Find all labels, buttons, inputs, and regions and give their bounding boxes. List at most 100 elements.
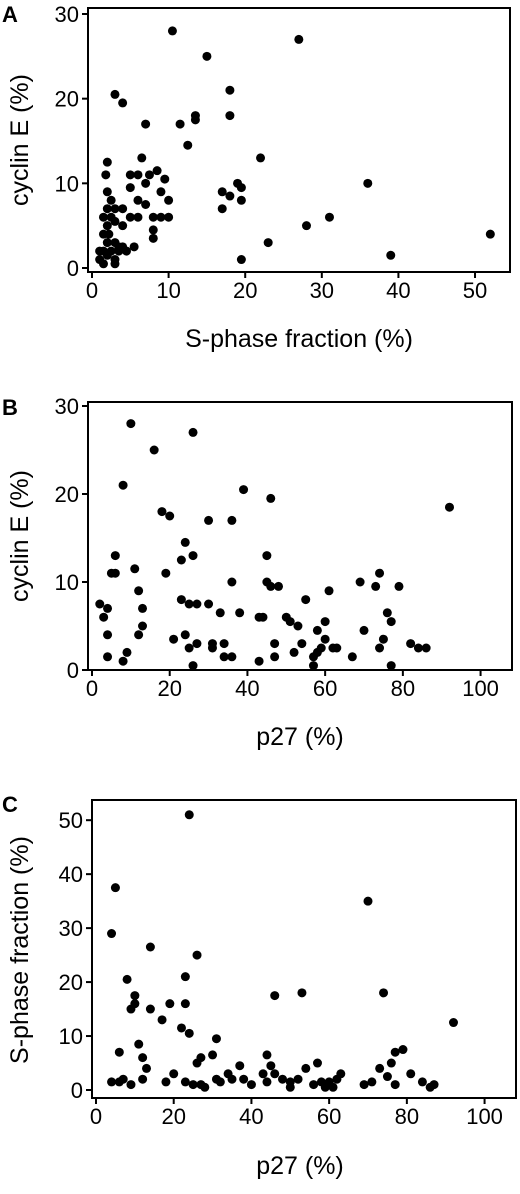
panel-a-data-point [324,212,334,222]
panel-b-data-point [118,656,128,666]
panel-c-data-point [429,1080,439,1090]
panel-c-y-tick-label: 30 [59,916,83,941]
panel-a-data-point [363,178,373,188]
panel-c-data-point [196,1053,206,1063]
panel-a-data-point [102,221,112,231]
panel-b-y-tick-label: 10 [55,570,79,595]
panel-c-data-point [176,1023,186,1033]
panel-b-data-point [262,551,272,561]
panel-c-x-tick-label: 40 [239,1104,263,1129]
panel-a-data-point [104,229,114,239]
panel-b-data-point [235,608,245,618]
panel-b-data-point [371,581,381,591]
panel-b-data-point [270,652,280,662]
panel-b-data-point [126,419,136,429]
panel-a-data-point [225,111,235,121]
panel-c-data-point [235,1061,245,1071]
panel-b-data-point [122,647,132,657]
panel-c-x-tick-label: 60 [317,1104,341,1129]
panel-a-data-point [294,34,304,44]
panel-a-data-point [106,195,116,205]
panel-c-data-point [138,1053,148,1063]
panel-b-data-point [188,427,198,437]
panel-b-data-point [301,595,311,605]
panel-c-data-point [126,1080,136,1090]
panel-a-data-point [125,183,135,193]
panel-c-data-point [145,1004,155,1014]
panel-b-data-point [161,568,171,578]
panel-a-data-point [118,221,128,231]
panel-c-data-point [375,1063,385,1073]
panel-a-data-point [141,119,151,129]
panel-a-data-point [118,98,128,108]
panel-b-data-point [110,568,120,578]
panel-a-data-point [141,200,151,209]
panel-b-data-point [308,661,318,671]
panel-c-data-point [293,1074,303,1084]
panel-a-x-axis-label: S-phase fraction (%) [185,325,413,353]
panel-a-data-point [183,140,193,150]
panel-a-x-tick-label: 50 [463,278,487,303]
panel-b-x-tick-label: 20 [157,676,181,701]
panel-b-data-point [176,595,186,605]
panel-c-x-tick-label: 80 [395,1104,419,1129]
panel-b-y-tick-label: 0 [67,658,79,683]
panel-b-data-point [118,480,128,490]
panel-b-y-tick-label: 20 [55,482,79,507]
panel-c-y-tick-label: 40 [59,862,83,887]
panel-a-data-point [256,153,266,163]
panel-c-x-tick-label: 0 [90,1104,102,1129]
panel-b-x-tick-label: 100 [462,676,499,701]
panel-a-x-tick-label: 10 [156,278,180,303]
panel-b-data-point [103,630,113,640]
panel-b-data-point [176,555,186,565]
panel-c-data-point [211,1034,221,1044]
panel-c-x-axis-label: p27 (%) [256,1152,344,1180]
panel-b-data-point [192,599,202,609]
panel-b-data-point [184,599,194,609]
panel-a-data-point [225,85,235,95]
panel-b-data-point [138,603,148,613]
panel-c-data-point [386,1058,396,1068]
panel-b-x-tick-label: 60 [313,676,337,701]
panel-a-data-point [485,229,495,239]
panel-b-data-point [219,652,229,662]
panel-a-data-point [110,89,120,99]
panel-a-y-tick-label: 20 [55,87,79,112]
panel-a-data-point [98,212,108,222]
panel-c-data-point [180,1077,190,1087]
panel-c-data-point [363,896,373,906]
panel-c-data-point [328,1082,338,1092]
panel-c-data-point [180,972,190,982]
panel-c-data-point [246,1080,256,1090]
panel-b-data-point [227,652,237,662]
panel-c-data-point [161,1077,171,1087]
panel-c-data-point [118,1074,128,1084]
panel-c-data-point [398,1045,408,1055]
panel-b-data-point [386,661,396,671]
panel-a-data-point [386,250,396,260]
panel-b-data-point [386,617,396,627]
panel-b-data-point [138,621,148,631]
panel-c-x-tick-label: 100 [466,1104,503,1129]
panel-b-data-point [347,652,357,662]
panel-a-data-point [167,26,177,36]
panel-c-data-point [262,1077,272,1087]
panel-b-data-point [180,537,190,547]
panel-a-letter: A [2,2,18,27]
panel-b-y-tick-label: 30 [55,394,79,419]
panel-c-data-point [227,1074,237,1084]
panel-a-data-point [137,153,147,163]
panel-a-data-point [236,255,246,265]
panel-b-data-point [204,599,214,609]
panel-c-data-point [184,1028,194,1038]
panel-c-data-point [200,1082,210,1092]
panel-c-data-point [192,950,202,960]
panel-a-data-point [164,195,174,205]
panel-b-data-point [324,586,334,596]
panel-c-data-point [367,1077,377,1087]
panel-c-y-axis-label: S-phase fraction (%) [6,836,34,1064]
panel-b-data-point [359,625,369,635]
panel-c-plot-frame [91,799,517,1099]
